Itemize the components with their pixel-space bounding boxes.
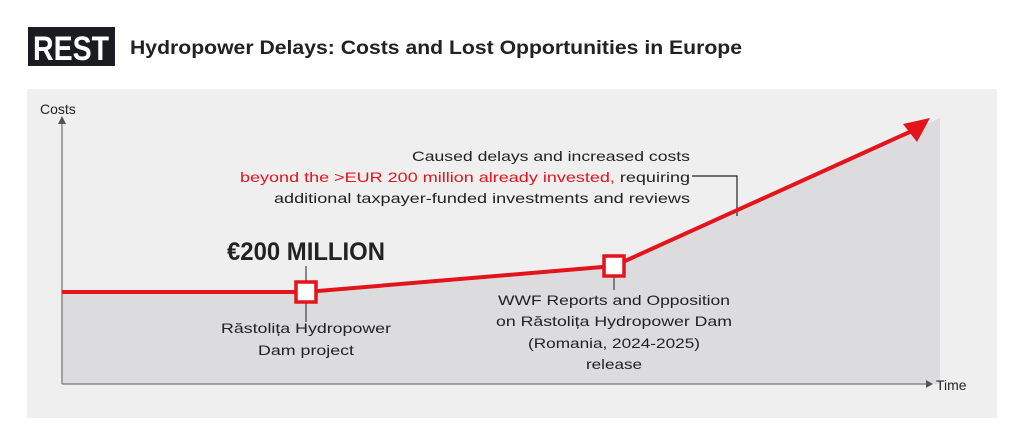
annotation-line2: beyond the >EUR 200 million already inve…	[240, 169, 690, 185]
milestone-1-marker	[294, 280, 318, 304]
y-axis-arrow-icon	[58, 116, 66, 124]
milestone-2-label-line3: (Romania, 2024-2025)	[528, 335, 700, 351]
logo-text: REST	[33, 30, 109, 68]
cost-line	[62, 128, 915, 294]
milestone-2-label-line4: release	[586, 356, 642, 372]
milestone-1-label-line2: Dam project	[258, 342, 354, 358]
annotation-bracket	[692, 175, 738, 216]
milestone-1-label-line1: Răstolița Hydropower	[221, 320, 391, 336]
milestone-2-label-line2: on Răstolița Hydropower Dam	[496, 313, 732, 329]
x-axis-arrow-icon	[926, 380, 933, 388]
annotation-line3: additional taxpayer-funded investments a…	[274, 190, 690, 206]
milestone-2-label-line1: WWF Reports and Opposition	[498, 292, 730, 308]
x-axis-label: Time	[936, 377, 967, 393]
annotation-highlight: beyond the >EUR 200 million already inve…	[240, 169, 615, 185]
milestone-1-value: €200 MILLION	[227, 238, 385, 266]
logo	[28, 27, 115, 66]
cost-arrow-icon	[903, 118, 930, 142]
page-title: Hydropower Delays: Costs and Lost Opport…	[130, 38, 742, 59]
cost-area	[62, 118, 940, 384]
annotation-line1: Caused delays and increased costs	[412, 148, 690, 164]
milestone-2-marker	[602, 254, 626, 278]
y-axis-label: Costs	[40, 101, 76, 117]
annotation-line2-rest: requiring	[615, 169, 690, 185]
